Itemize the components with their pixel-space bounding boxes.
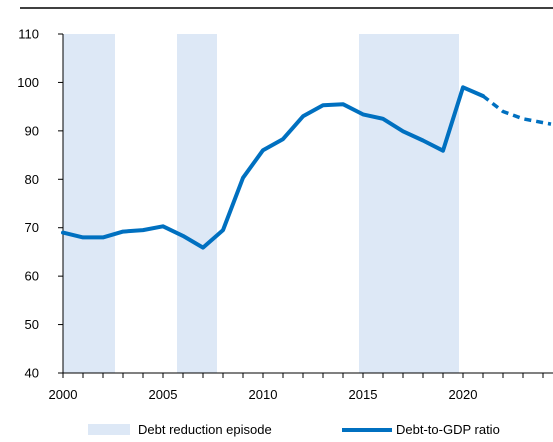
debt-reduction-band-1 [177,34,217,373]
debt-reduction-bands [63,34,459,373]
y-axis-ticks: 40 50 60 70 80 90 100 110 [17,27,63,381]
debt-projection-line-0 [481,94,552,126]
debt-reduction-band-0 [63,34,115,373]
y-tick-label-40: 40 [25,366,39,381]
debt-series [61,85,552,250]
y-tick-label-70: 70 [25,220,39,235]
debt-chart: 40 50 60 70 80 90 100 110 2000 2005 2010 2015 2020 [17,7,553,402]
y-tick-label-100: 100 [17,75,39,90]
x-tick-label-2000: 2000 [49,387,78,402]
y-tick-label-50: 50 [25,317,39,332]
x-tick-label-2010: 2010 [249,387,278,402]
debt-reduction-band-2 [359,34,459,373]
x-axis-ticks: 2000 2005 2010 2015 2020 [49,373,544,402]
legend-label-debt-reduction: Debt reduction episode [138,422,272,437]
legend-item-debt-to-gdp: Debt-to-GDP ratio [342,422,500,437]
legend-item-debt-reduction: Debt reduction episode [88,422,272,437]
band-swatch [88,424,130,435]
x-tick-label-2005: 2005 [149,387,178,402]
debt-line-0 [61,85,485,250]
x-tick-label-2020: 2020 [449,387,478,402]
legend-label-debt-to-gdp: Debt-to-GDP ratio [396,422,500,437]
y-tick-label-60: 60 [25,269,39,284]
y-tick-label-90: 90 [25,123,39,138]
line-swatch [342,427,392,432]
y-tick-label-80: 80 [25,172,39,187]
y-tick-label-110: 110 [18,27,39,42]
x-tick-label-2015: 2015 [349,387,378,402]
legend: Debt reduction episode Debt-to-GDP ratio [0,422,553,442]
